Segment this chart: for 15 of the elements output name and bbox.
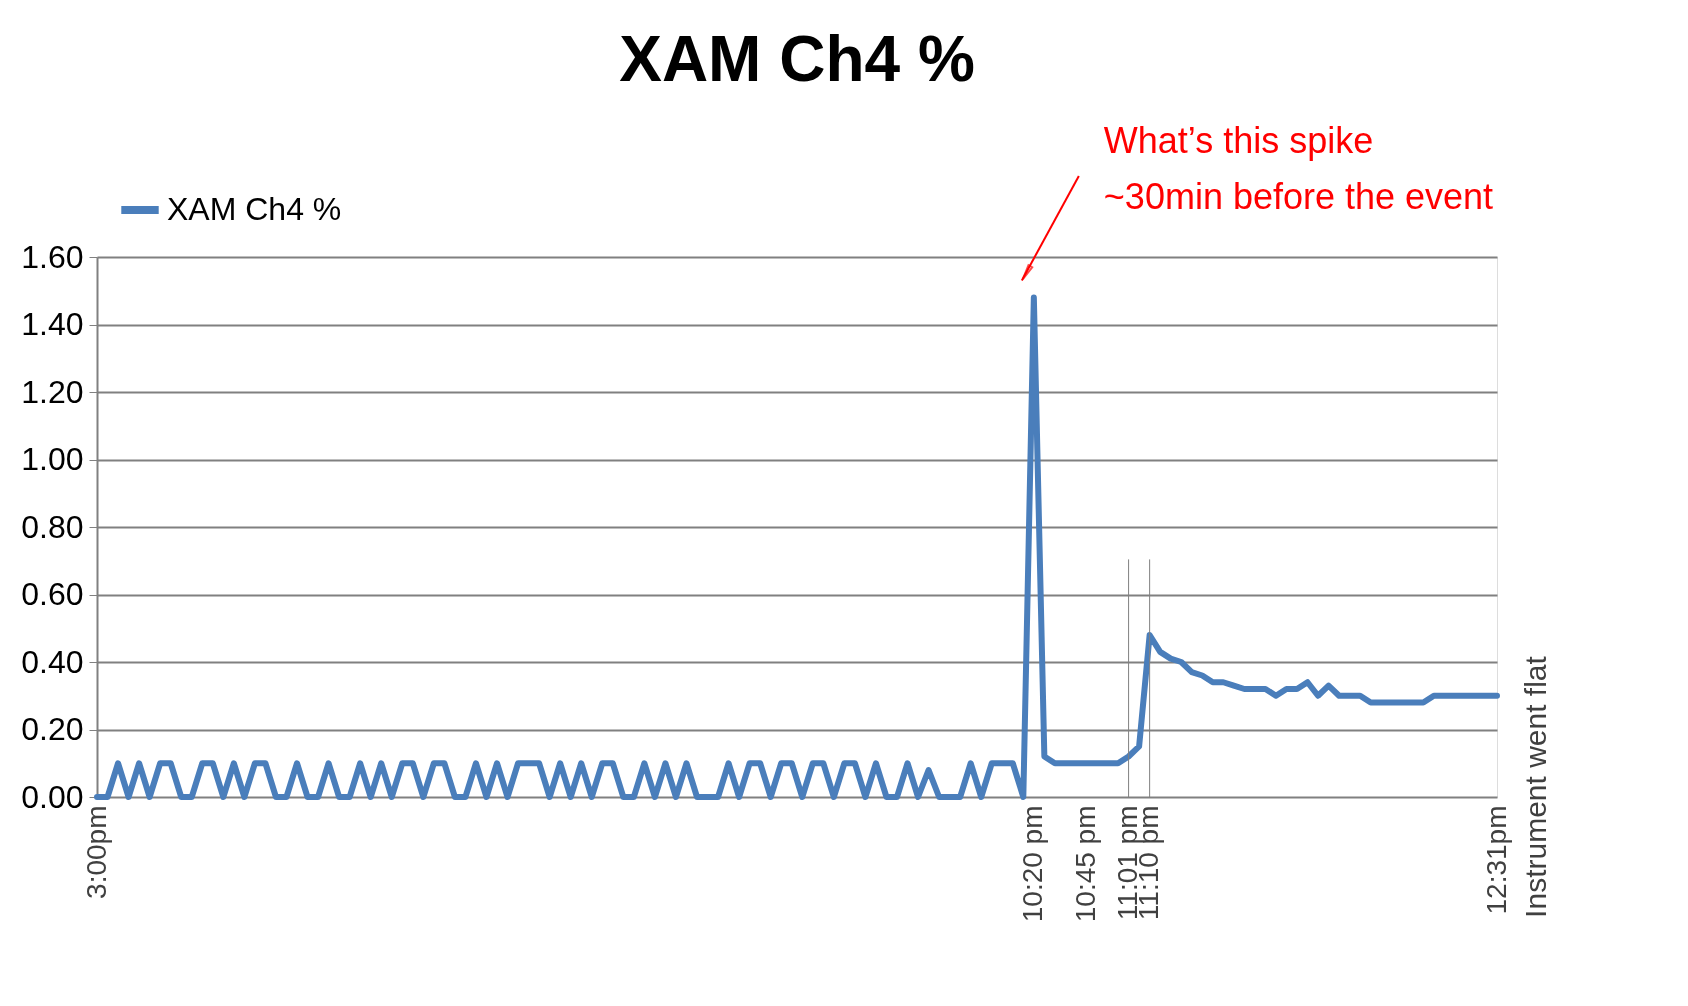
y-tick-label: 0.60 xyxy=(21,576,84,612)
annotation: What’s this spike ~30min before the event xyxy=(1103,120,1494,217)
y-tick-label: 1.00 xyxy=(21,441,84,477)
y-tick-label: 0.80 xyxy=(21,508,84,545)
y-tick-label: 1.60 xyxy=(21,238,84,275)
legend-label: XAM Ch4 % xyxy=(167,191,342,227)
y-tick-label: 0.40 xyxy=(21,643,84,680)
y-tick-label: 1.40 xyxy=(21,306,84,342)
y-tick-label: 1.20 xyxy=(21,373,84,410)
x-tick-label: 12:31pm xyxy=(1480,805,1512,915)
y-tick-label: 0.20 xyxy=(21,711,84,747)
x-tick-label: 10:45 pm xyxy=(1069,805,1101,923)
chart-title: XAM Ch4 % xyxy=(619,23,975,95)
x-tick-label: 10:20 pm xyxy=(1017,805,1049,923)
text: Instrument went flat xyxy=(1519,655,1552,918)
